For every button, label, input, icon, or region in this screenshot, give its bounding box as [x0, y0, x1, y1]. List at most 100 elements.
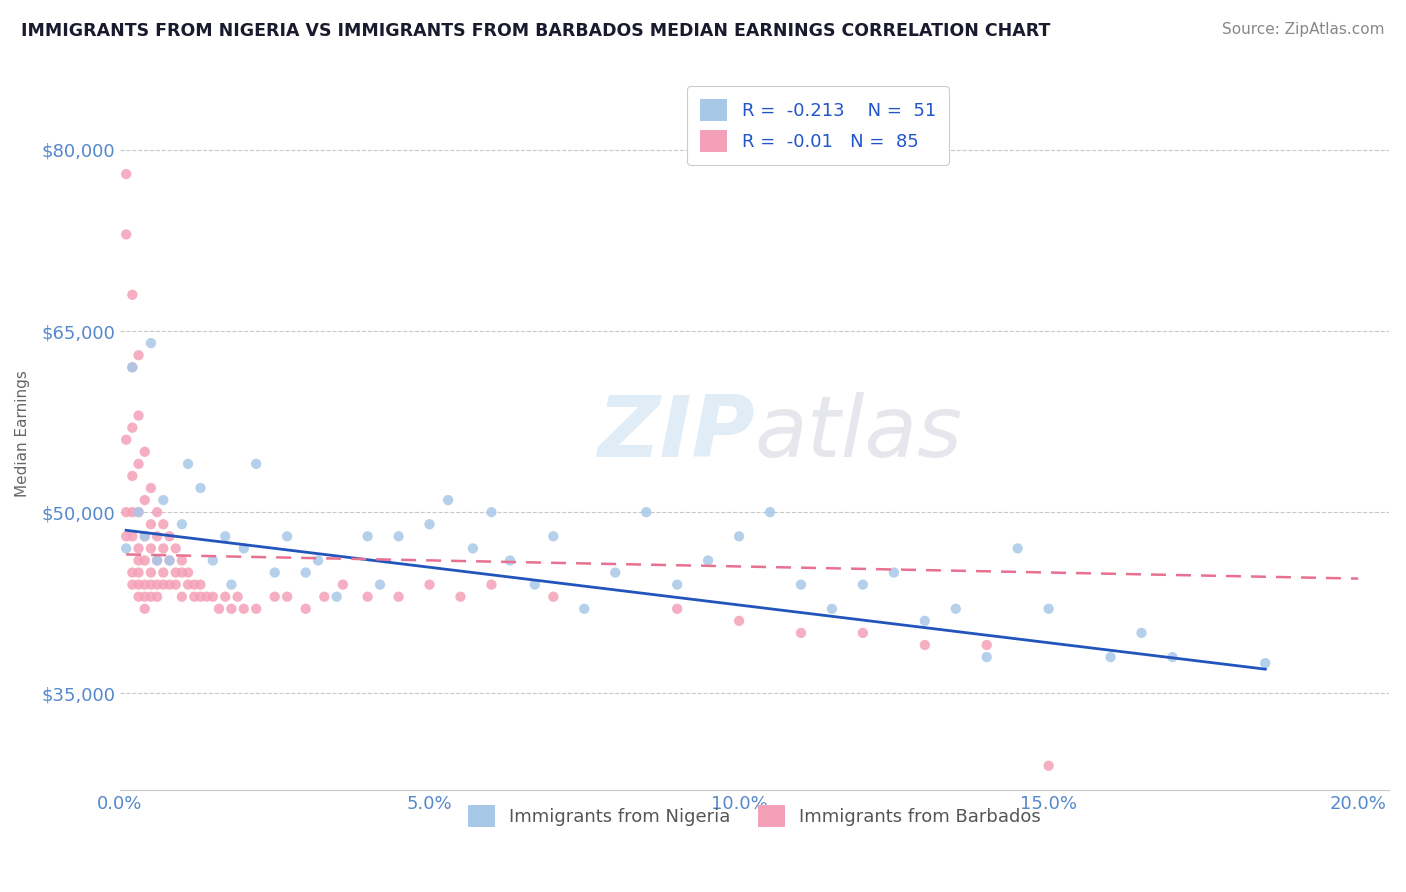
- Point: [263, 566, 285, 580]
- Point: [387, 590, 409, 604]
- Point: [314, 590, 336, 604]
- Point: [170, 517, 193, 532]
- Point: [121, 505, 143, 519]
- Point: [139, 590, 162, 604]
- Y-axis label: Median Earnings: Median Earnings: [15, 370, 30, 497]
- Point: [636, 505, 658, 519]
- Point: [356, 590, 378, 604]
- Point: [481, 577, 503, 591]
- Point: [121, 566, 143, 580]
- Point: [139, 336, 162, 351]
- Point: [170, 553, 193, 567]
- Point: [146, 553, 169, 567]
- Point: [728, 529, 751, 543]
- Point: [976, 638, 998, 652]
- Point: [790, 626, 813, 640]
- Text: ZIP: ZIP: [598, 392, 755, 475]
- Point: [115, 227, 138, 242]
- Point: [790, 577, 813, 591]
- Point: [134, 444, 156, 458]
- Point: [226, 590, 249, 604]
- Point: [821, 601, 844, 615]
- Point: [146, 529, 169, 543]
- Point: [461, 541, 484, 556]
- Point: [177, 566, 200, 580]
- Point: [263, 590, 285, 604]
- Point: [170, 590, 193, 604]
- Point: [146, 553, 169, 567]
- Point: [232, 541, 254, 556]
- Point: [139, 541, 162, 556]
- Point: [134, 529, 156, 543]
- Point: [128, 409, 150, 423]
- Point: [115, 541, 138, 556]
- Point: [666, 577, 689, 591]
- Point: [214, 590, 236, 604]
- Point: [139, 566, 162, 580]
- Point: [728, 614, 751, 628]
- Point: [543, 590, 565, 604]
- Point: [128, 505, 150, 519]
- Point: [499, 553, 522, 567]
- Point: [146, 577, 169, 591]
- Point: [159, 553, 181, 567]
- Point: [221, 577, 243, 591]
- Point: [177, 457, 200, 471]
- Point: [128, 566, 150, 580]
- Point: [183, 590, 205, 604]
- Point: [1038, 601, 1060, 615]
- Point: [543, 529, 565, 543]
- Point: [146, 505, 169, 519]
- Point: [128, 541, 150, 556]
- Point: [914, 638, 936, 652]
- Point: [134, 529, 156, 543]
- Point: [1254, 656, 1277, 670]
- Point: [325, 590, 347, 604]
- Point: [115, 529, 138, 543]
- Point: [232, 601, 254, 615]
- Point: [128, 553, 150, 567]
- Point: [697, 553, 720, 567]
- Point: [605, 566, 627, 580]
- Point: [883, 566, 905, 580]
- Point: [201, 590, 224, 604]
- Point: [214, 529, 236, 543]
- Point: [152, 541, 174, 556]
- Point: [195, 590, 218, 604]
- Text: Source: ZipAtlas.com: Source: ZipAtlas.com: [1222, 22, 1385, 37]
- Point: [115, 167, 138, 181]
- Point: [666, 601, 689, 615]
- Point: [976, 650, 998, 665]
- Point: [437, 493, 460, 508]
- Point: [190, 481, 212, 495]
- Point: [134, 577, 156, 591]
- Point: [121, 287, 143, 301]
- Point: [165, 566, 187, 580]
- Point: [128, 577, 150, 591]
- Point: [368, 577, 391, 591]
- Point: [294, 566, 316, 580]
- Point: [387, 529, 409, 543]
- Point: [190, 577, 212, 591]
- Point: [121, 529, 143, 543]
- Point: [201, 553, 224, 567]
- Point: [165, 577, 187, 591]
- Point: [356, 529, 378, 543]
- Point: [121, 360, 143, 375]
- Point: [190, 590, 212, 604]
- Point: [134, 493, 156, 508]
- Point: [128, 505, 150, 519]
- Point: [128, 348, 150, 362]
- Point: [294, 601, 316, 615]
- Point: [245, 601, 267, 615]
- Point: [159, 553, 181, 567]
- Point: [121, 420, 143, 434]
- Point: [121, 469, 143, 483]
- Point: [128, 590, 150, 604]
- Point: [1007, 541, 1029, 556]
- Point: [139, 481, 162, 495]
- Point: [276, 529, 298, 543]
- Legend: Immigrants from Nigeria, Immigrants from Barbados: Immigrants from Nigeria, Immigrants from…: [461, 797, 1049, 834]
- Point: [134, 553, 156, 567]
- Point: [165, 541, 187, 556]
